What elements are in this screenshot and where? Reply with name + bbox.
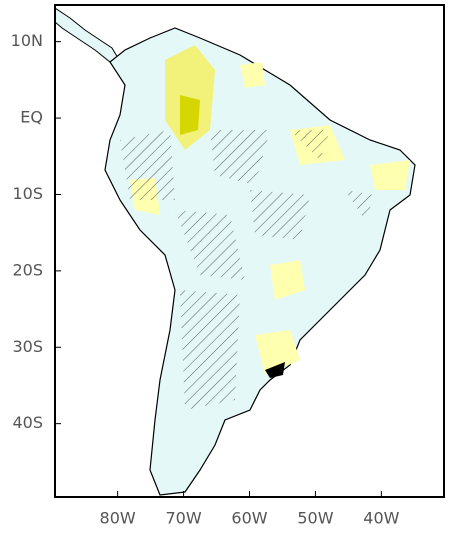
lon-tick-label: 40W: [363, 509, 399, 528]
lat-tick-label: 20S: [12, 260, 43, 279]
positive-anomaly: [130, 45, 410, 375]
lat-tick-label: EQ: [20, 108, 43, 127]
lat-tick-label: 30S: [12, 337, 43, 356]
south-america: [104, 27, 416, 496]
lon-tick-label: 50W: [297, 509, 333, 528]
lake: [265, 362, 285, 378]
lon-tick-label: 70W: [165, 509, 201, 528]
lon-tick-label: 60W: [231, 509, 267, 528]
land: [55, 7, 416, 496]
significance-hatching: [120, 130, 375, 410]
lat-tick-label: 40S: [12, 413, 43, 432]
lon-tick-label: 80W: [100, 509, 136, 528]
central-america: [55, 7, 119, 63]
lat-tick-label: 10N: [11, 31, 43, 50]
lat-tick-label: 10S: [12, 184, 43, 203]
